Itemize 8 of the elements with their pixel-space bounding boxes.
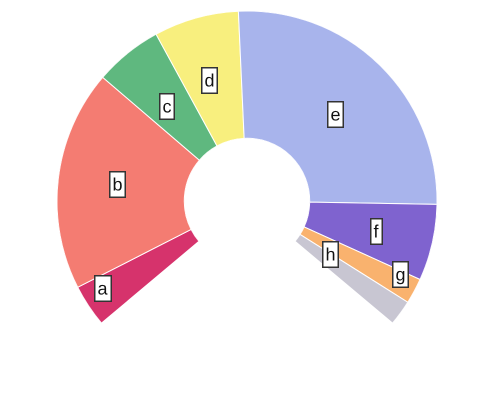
slice-label: b bbox=[112, 174, 123, 194]
slice-label: f bbox=[374, 222, 380, 242]
slice-label: e bbox=[330, 104, 341, 124]
slice-label: a bbox=[98, 278, 108, 298]
slice-label: c bbox=[162, 96, 172, 116]
slice-label: h bbox=[326, 244, 336, 264]
slice-label: g bbox=[396, 264, 406, 284]
slice-label: d bbox=[204, 70, 215, 90]
